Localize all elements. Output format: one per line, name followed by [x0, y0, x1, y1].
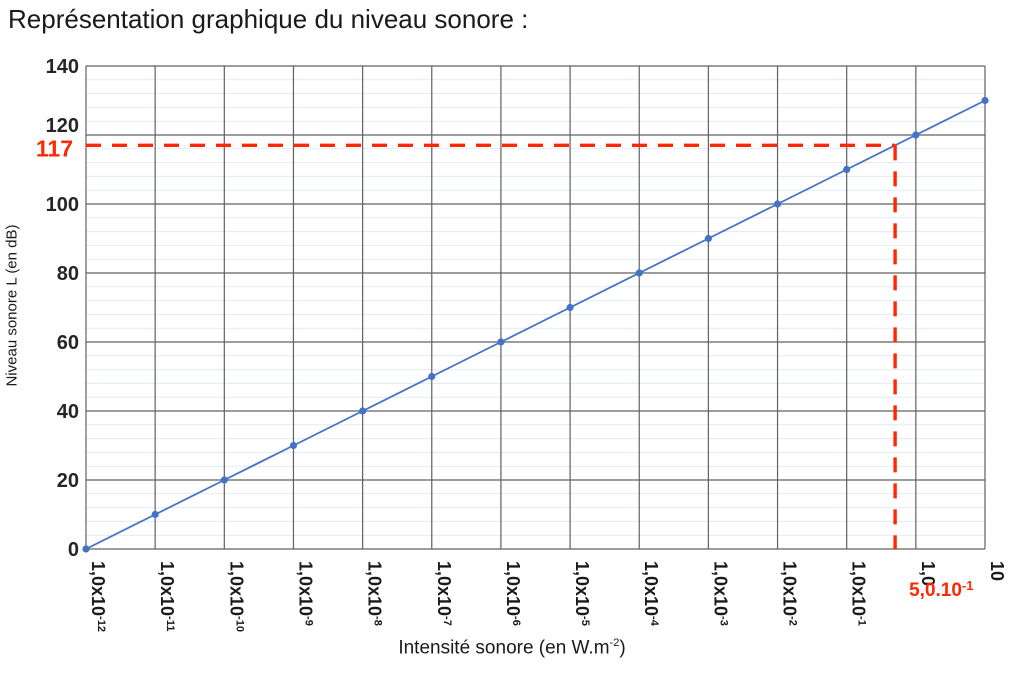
svg-text:1,0x10-8: 1,0x10-8	[365, 561, 385, 626]
svg-text:60: 60	[57, 332, 79, 354]
svg-text:140: 140	[46, 56, 79, 78]
svg-text:1,0x10-2: 1,0x10-2	[780, 561, 800, 626]
svg-text:1,0x10-11: 1,0x10-11	[157, 561, 177, 631]
svg-text:1,0x10-5: 1,0x10-5	[572, 561, 592, 626]
svg-text:1,0x10-7: 1,0x10-7	[434, 561, 454, 626]
svg-text:1,0x10-4: 1,0x10-4	[641, 561, 661, 627]
svg-text:1,0x10-12: 1,0x10-12	[88, 561, 108, 632]
svg-text:10: 10	[987, 561, 1007, 581]
svg-text:100: 100	[46, 194, 79, 216]
svg-text:1,0x10-9: 1,0x10-9	[296, 561, 316, 626]
svg-text:120: 120	[46, 115, 79, 137]
svg-text:1,0x10-6: 1,0x10-6	[503, 561, 523, 626]
svg-text:20: 20	[57, 470, 79, 492]
svg-text:0: 0	[68, 539, 79, 561]
svg-text:1,0x10-1: 1,0x10-1	[849, 561, 869, 626]
svg-text:5,0.10-1: 5,0.10-1	[909, 578, 973, 601]
svg-text:40: 40	[57, 401, 79, 423]
svg-text:117: 117	[36, 135, 73, 161]
svg-text:1,0x10-3: 1,0x10-3	[710, 561, 730, 626]
svg-text:80: 80	[57, 263, 79, 285]
svg-text:1,0x10-10: 1,0x10-10	[226, 561, 246, 632]
